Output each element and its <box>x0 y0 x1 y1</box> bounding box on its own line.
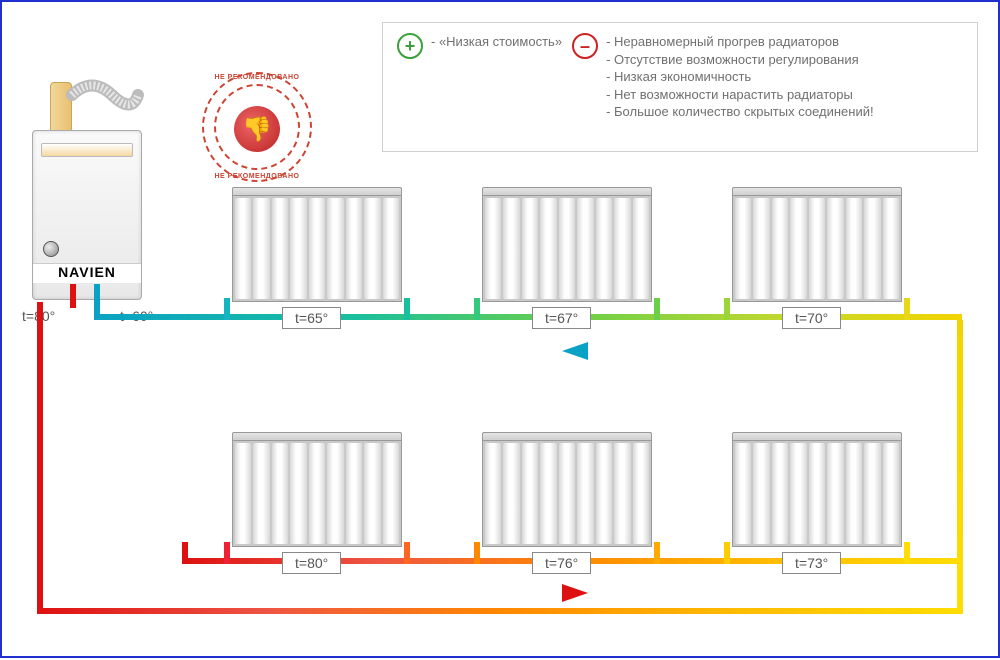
supply-flow-arrow-icon <box>562 584 588 602</box>
return-flow-arrow-icon <box>562 342 588 360</box>
thumbs-down-icon: 👎 <box>234 106 280 152</box>
minus-icon: – <box>572 33 598 59</box>
boiler-unit: NAVIEN <box>32 82 142 282</box>
radiator <box>232 187 402 302</box>
radiator <box>732 432 902 547</box>
boiler-knob <box>43 241 59 257</box>
cons-list: - Неравномерный прогрев радиаторов- Отсу… <box>606 33 874 121</box>
radiator <box>482 432 652 547</box>
stamp-text-top: НЕ РЕКОМЕНДОВАНО <box>202 74 312 81</box>
plus-icon: + <box>397 33 423 59</box>
radiator-temp-label: t=70° <box>782 307 841 329</box>
supply-temp-label: t=80° <box>22 308 55 324</box>
radiator-temp-label: t=65° <box>282 307 341 329</box>
radiator-temp-label: t=80° <box>282 552 341 574</box>
radiator-temp-label: t=67° <box>532 307 591 329</box>
radiator <box>732 187 902 302</box>
not-recommended-stamp: НЕ РЕКОМЕНДОВАНО 👎 НЕ РЕКОМЕНДОВАНО <box>202 72 312 182</box>
boiler-logo: NAVIEN <box>33 263 141 283</box>
legend-box: + - «Низкая стоимость» – - Неравномерный… <box>382 22 978 152</box>
boiler-display <box>41 143 133 157</box>
radiator-temp-label: t=76° <box>532 552 591 574</box>
radiator <box>232 432 402 547</box>
stamp-text-bottom: НЕ РЕКОМЕНДОВАНО <box>202 173 312 180</box>
boiler-body: NAVIEN <box>32 130 142 300</box>
cons-column: – - Неравномерный прогрев радиаторов- От… <box>572 33 963 141</box>
return-temp-label: t=60° <box>120 308 153 324</box>
boiler-flue-flex <box>72 82 138 110</box>
pros-text: - «Низкая стоимость» <box>431 33 562 51</box>
supply-down-arrow-icon: ↓ <box>70 287 78 305</box>
radiator <box>482 187 652 302</box>
return-up-arrow-icon: ↑ <box>94 287 102 305</box>
radiator-temp-label: t=73° <box>782 552 841 574</box>
pros-column: + - «Низкая стоимость» <box>397 33 562 141</box>
diagram-frame: + - «Низкая стоимость» – - Неравномерный… <box>0 0 1000 658</box>
